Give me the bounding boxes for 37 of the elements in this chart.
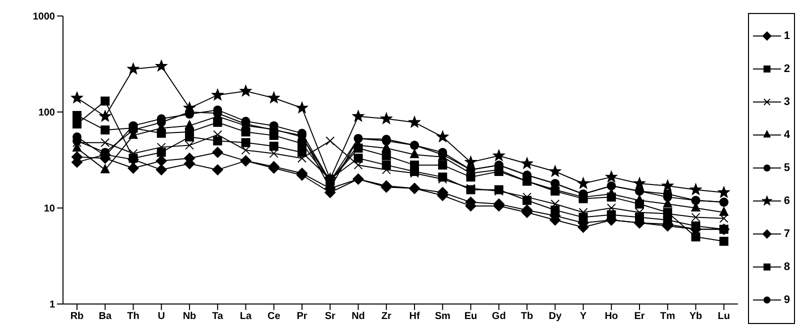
y-tick-label: 1 [49,300,56,311]
legend-label: 7 [784,228,790,240]
legend-label: 2 [784,63,790,75]
legend-label: 9 [784,294,790,306]
x-tick-label: Y [580,311,587,322]
x-tick-label: Hf [409,311,420,322]
x-tick-label: Tb [520,311,534,322]
y-tick-label: 1000 [32,12,56,23]
x-tick-label: Ta [212,311,224,322]
y-tick-label: 100 [38,108,56,119]
x-tick-label: Pr [296,311,308,322]
x-tick-label: La [240,311,252,322]
x-tick-label: Th [127,311,140,322]
legend-label: 4 [784,129,790,141]
x-tick-label: Eu [464,311,478,322]
x-tick-label: Ce [267,311,281,322]
x-tick-label: Yb [689,311,702,322]
x-tick-label: Tm [660,311,676,322]
legend-label: 6 [784,195,790,207]
x-tick-label: Sr [324,311,336,322]
legend-label: 8 [784,261,790,273]
legend-label: 1 [784,30,790,42]
x-tick-label: Lu [718,311,730,322]
x-tick-label: Er [634,311,645,322]
x-tick-label: Rb [70,311,84,322]
x-tick-label: Nb [182,311,196,322]
x-tick-label: Zr [381,311,392,322]
x-tick-label: U [158,311,165,322]
x-tick-label: Ba [98,311,112,322]
x-tick-label: Nd [352,311,365,322]
y-tick-label: 10 [44,204,56,215]
x-tick-label: Ho [604,311,618,322]
legend-label: 3 [784,96,790,108]
x-tick-label: Sm [434,311,451,322]
x-tick-label: Gd [492,311,506,322]
legend-label: 5 [784,162,790,174]
x-tick-label: Dy [548,311,562,322]
